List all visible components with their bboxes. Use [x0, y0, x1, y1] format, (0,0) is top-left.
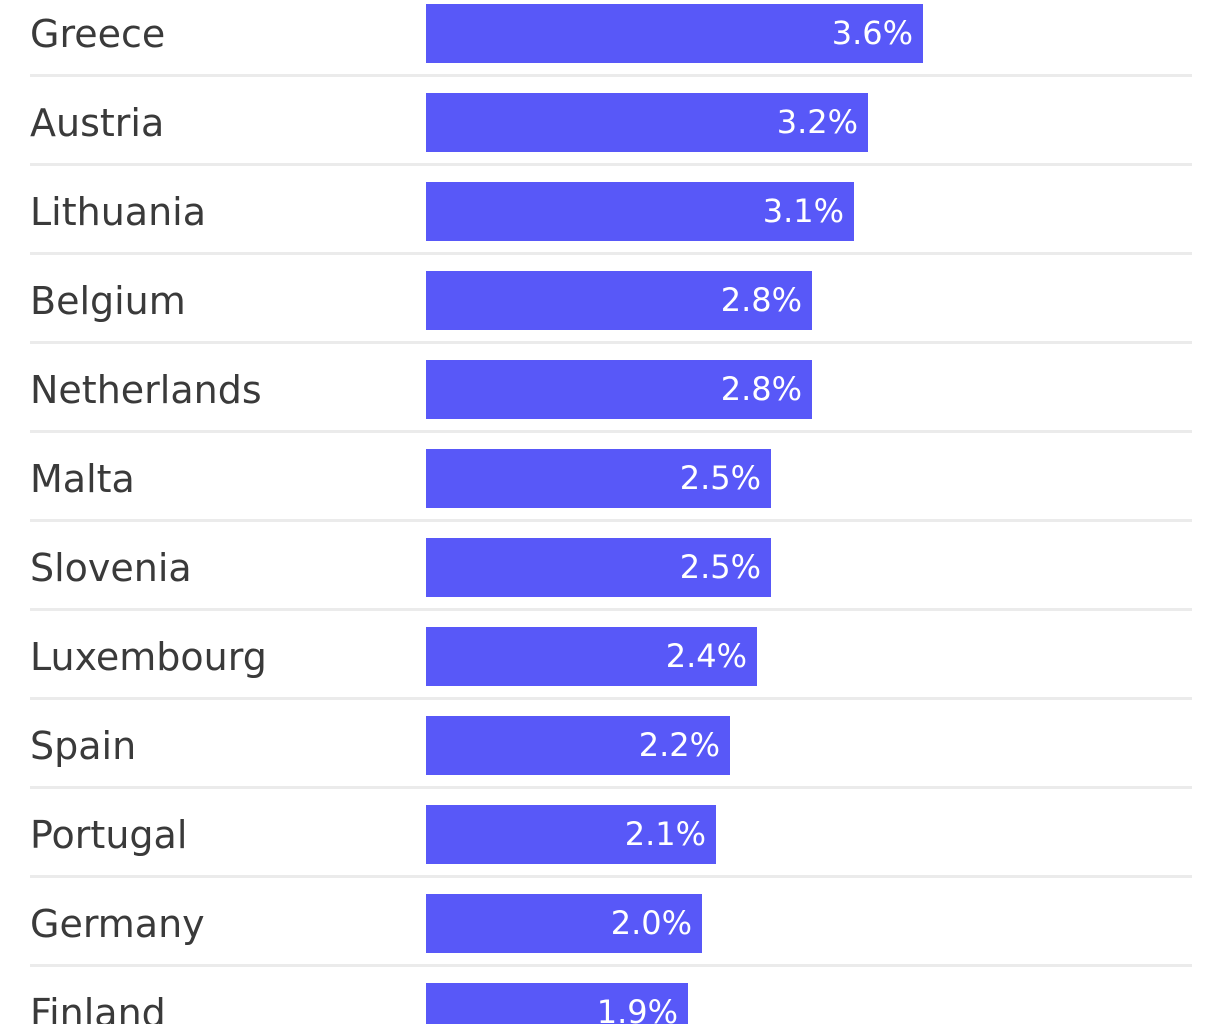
value-label: 3.2%	[776, 103, 858, 141]
row-divider	[30, 74, 1192, 77]
value-label: 1.9%	[596, 993, 678, 1024]
bar-row: Belgium 2.8%	[0, 267, 1220, 356]
row-divider	[30, 697, 1192, 700]
category-label: Luxembourg	[30, 635, 267, 679]
row-divider	[30, 786, 1192, 789]
value-label: 2.2%	[638, 726, 720, 764]
bar-row: Malta 2.5%	[0, 445, 1220, 534]
bar-row: Spain 2.2%	[0, 712, 1220, 801]
row-divider	[30, 964, 1192, 967]
bar: 2.1%	[426, 805, 716, 864]
bar: 1.9%	[426, 983, 688, 1024]
value-label: 3.6%	[831, 14, 913, 52]
category-label: Greece	[30, 12, 166, 56]
bar: 3.2%	[426, 93, 868, 152]
bar: 3.1%	[426, 182, 854, 241]
bar: 3.6%	[426, 4, 923, 63]
category-label: Germany	[30, 902, 205, 946]
bar-row: Portugal 2.1%	[0, 801, 1220, 890]
row-divider	[30, 430, 1192, 433]
category-label: Malta	[30, 457, 135, 501]
value-label: 3.1%	[762, 192, 844, 230]
category-label: Netherlands	[30, 368, 262, 412]
bar: 2.5%	[426, 449, 771, 508]
bar-row: Lithuania 3.1%	[0, 178, 1220, 267]
row-divider	[30, 163, 1192, 166]
category-label: Austria	[30, 101, 165, 145]
row-divider	[30, 608, 1192, 611]
row-divider	[30, 252, 1192, 255]
bar-row: Slovenia 2.5%	[0, 534, 1220, 623]
value-label: 2.5%	[679, 548, 761, 586]
category-label: Lithuania	[30, 190, 207, 234]
category-label: Slovenia	[30, 546, 192, 590]
value-label: 2.8%	[720, 281, 802, 319]
value-label: 2.8%	[720, 370, 802, 408]
bar-row: Austria 3.2%	[0, 89, 1220, 178]
bar: 2.4%	[426, 627, 757, 686]
bar-row: Netherlands 2.8%	[0, 356, 1220, 445]
bar-row: Finland 1.9%	[0, 979, 1220, 1024]
value-label: 2.1%	[624, 815, 706, 853]
bar: 2.8%	[426, 271, 812, 330]
category-label: Finland	[30, 991, 166, 1024]
row-divider	[30, 875, 1192, 878]
bar: 2.2%	[426, 716, 730, 775]
row-divider	[30, 519, 1192, 522]
bar-row: Luxembourg 2.4%	[0, 623, 1220, 712]
category-label: Belgium	[30, 279, 186, 323]
bar: 2.5%	[426, 538, 771, 597]
category-label: Spain	[30, 724, 137, 768]
bar-row: Greece 3.6%	[0, 0, 1220, 89]
bar: 2.8%	[426, 360, 812, 419]
category-label: Portugal	[30, 813, 188, 857]
bar: 2.0%	[426, 894, 702, 953]
value-label: 2.5%	[679, 459, 761, 497]
bar-row: Germany 2.0%	[0, 890, 1220, 979]
value-label: 2.4%	[665, 637, 747, 675]
row-divider	[30, 341, 1192, 344]
value-label: 2.0%	[610, 904, 692, 942]
